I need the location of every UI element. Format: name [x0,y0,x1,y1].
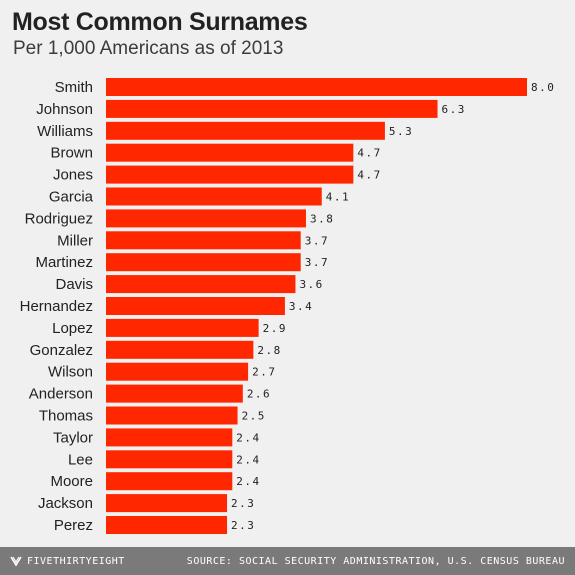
category-label-martinez: Martinez [35,254,93,271]
category-label-anderson: Anderson [29,386,93,403]
value-label-brown: 4.7 [357,147,381,160]
bar-anderson [106,384,243,403]
category-label-johnson: Johnson [36,101,93,118]
category-label-garcia: Garcia [49,189,94,206]
bar-brown [106,143,354,162]
category-label-thomas: Thomas [39,408,93,425]
value-label-lopez: 2.9 [263,322,287,335]
category-label-miller: Miller [57,232,93,249]
value-label-jackson: 2.3 [231,497,255,510]
bar-taylor [106,428,233,447]
category-label-rodriguez: Rodriguez [25,210,93,227]
bar-smith [106,78,527,96]
value-label-gonzalez: 2.8 [257,344,281,357]
value-label-anderson: 2.6 [247,388,271,401]
category-label-lopez: Lopez [52,320,93,337]
category-label-hernandez: Hernandez [20,298,93,315]
bar-wilson [106,362,249,381]
brand-name: FIVETHIRTYEIGHT [27,555,125,567]
category-label-perez: Perez [54,517,93,534]
value-label-miller: 3.7 [305,234,329,247]
bar-garcia [106,187,322,206]
category-label-brown: Brown [50,145,93,162]
category-label-moore: Moore [50,473,93,490]
category-label-jones: Jones [53,167,93,184]
value-label-lee: 2.4 [236,453,260,466]
bar-thomas [106,406,238,425]
bar-davis [106,275,296,294]
category-label-taylor: Taylor [53,429,93,446]
bar-miller [106,231,301,250]
bar-lee [106,450,233,469]
bar-lopez [106,318,259,337]
bar-hernandez [106,297,285,315]
category-label-davis: Davis [55,276,93,293]
brand[interactable]: FIVETHIRTYEIGHT [10,555,125,567]
bar-williams [106,121,385,140]
category-label-gonzalez: Gonzalez [30,342,93,359]
value-label-thomas: 2.5 [242,410,266,423]
bar-gonzalez [106,340,254,359]
fivethirtyeight-logo-icon [10,556,22,567]
value-label-taylor: 2.4 [236,431,260,444]
footer: FIVETHIRTYEIGHT SOURCE: SOCIAL SECURITY … [0,547,575,575]
bar-johnson [106,99,438,118]
value-label-smith: 8.0 [531,81,555,94]
value-label-garcia: 4.1 [326,191,350,204]
bar-jackson [106,494,228,513]
bar-moore [106,472,233,491]
category-label-wilson: Wilson [48,364,93,381]
bar-jones [106,165,354,184]
value-label-perez: 2.3 [231,519,255,532]
value-label-jones: 4.7 [357,169,381,182]
chart-title: Most Common Surnames [12,8,308,36]
category-label-jackson: Jackson [38,495,93,512]
value-label-rodriguez: 3.8 [310,212,334,225]
chart-subtitle: Per 1,000 Americans as of 2013 [13,38,284,59]
value-label-moore: 2.4 [236,475,260,488]
value-label-williams: 5.3 [389,125,413,138]
bar-chart: Smith 8.0 Johnson 6.3 Williams 5.3 Brown 4.7 Jon… [20,78,555,534]
category-label-williams: Williams [37,123,93,140]
value-label-johnson: 6.3 [442,103,466,116]
category-label-smith: Smith [55,79,93,96]
source-note: SOURCE: SOCIAL SECURITY ADMINISTRATION, … [186,556,565,567]
bar-rodriguez [106,209,306,228]
value-label-davis: 3.6 [299,278,323,291]
category-label-lee: Lee [68,451,93,468]
value-label-wilson: 2.7 [252,366,276,379]
value-label-hernandez: 3.4 [289,300,313,313]
bar-martinez [106,253,301,272]
bar-perez [106,516,228,534]
value-label-martinez: 3.7 [305,256,329,269]
